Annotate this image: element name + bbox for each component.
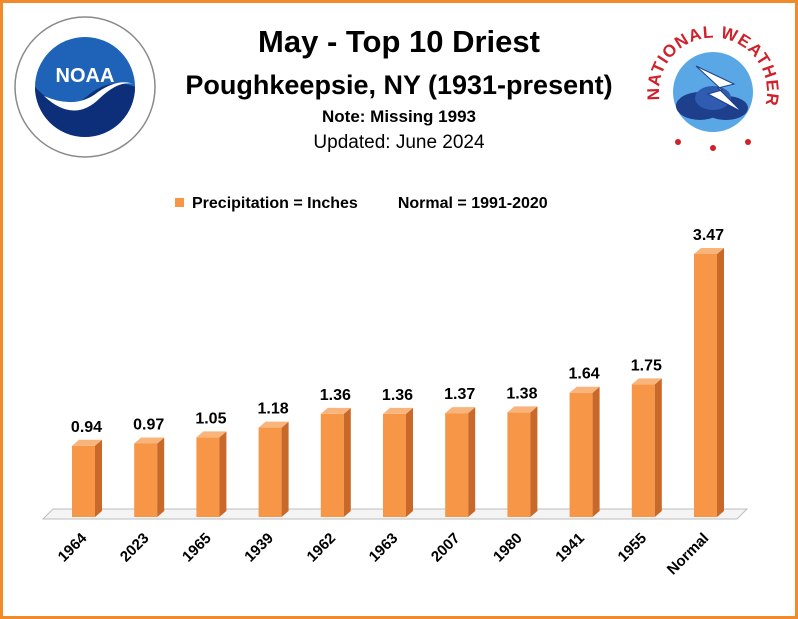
- x-tick-label-1980: 1980: [490, 530, 526, 566]
- bar-top-1965: [196, 431, 227, 438]
- x-tick-label-Normal: Normal: [664, 530, 713, 579]
- bar-side-1964: [95, 439, 102, 517]
- noaa-logo: NOAA: [14, 16, 156, 158]
- value-label-1939: 1.18: [258, 401, 289, 418]
- x-tick-label-2023: 2023: [117, 530, 153, 566]
- bar-1962: [320, 413, 344, 517]
- value-label-1963: 1.36: [382, 387, 413, 404]
- bar-top-1980: [507, 406, 538, 413]
- bar-side-2023: [157, 437, 165, 517]
- legend-normal-label: Normal = 1991-2020: [397, 195, 548, 212]
- x-tick-label-1962: 1962: [304, 530, 340, 566]
- bar-top-1955: [631, 378, 662, 385]
- bar-top-1963: [383, 407, 413, 414]
- bar-1965: [196, 437, 220, 517]
- bar-1939: [258, 427, 282, 517]
- x-tick-label-1941: 1941: [552, 530, 588, 566]
- bar-1941: [569, 392, 593, 517]
- x-tick-label-1964: 1964: [55, 529, 91, 565]
- value-label-1965: 1.05: [195, 410, 226, 427]
- bar-Normal: [694, 254, 717, 517]
- chart-note: Note: Missing 1993: [322, 107, 476, 126]
- value-label-1941: 1.64: [569, 366, 600, 383]
- x-tick-label-1963: 1963: [366, 530, 402, 566]
- value-label-1980: 1.38: [506, 385, 537, 402]
- bar-side-1965: [219, 431, 227, 517]
- bar-side-1941: [592, 386, 600, 517]
- bar-side-Normal: [717, 248, 724, 517]
- noaa-logo-text: NOAA: [56, 65, 115, 87]
- x-tick-label-1955: 1955: [615, 530, 651, 566]
- bar-top-1962: [320, 407, 351, 414]
- bar-1980: [507, 412, 531, 517]
- bar-1964: [72, 445, 95, 517]
- value-label-2023: 0.97: [133, 416, 164, 433]
- bar-side-1955: [654, 378, 662, 517]
- value-label-1955: 1.75: [631, 357, 662, 374]
- bar-1955: [631, 384, 655, 517]
- x-tick-label-2007: 2007: [428, 530, 464, 566]
- x-tick-label-1965: 1965: [179, 530, 215, 566]
- value-label-Normal: 3.47: [693, 227, 724, 244]
- value-label-1962: 1.36: [320, 387, 351, 404]
- nws-logo: NATIONAL WEATHER SERVICE: [638, 10, 781, 156]
- bar-top-Normal: [694, 248, 724, 254]
- value-label-1964: 0.94: [71, 419, 102, 436]
- legend-swatch: [175, 198, 184, 207]
- bar-side-1939: [281, 421, 289, 517]
- updated-text: Updated: June 2024: [313, 132, 485, 153]
- value-label-2007: 1.37: [444, 386, 475, 403]
- x-tick-label-1939: 1939: [241, 530, 277, 566]
- bar-top-2007: [445, 407, 476, 414]
- bar-top-1941: [569, 386, 600, 393]
- bar-1963: [383, 413, 406, 517]
- bar-side-1962: [343, 407, 351, 517]
- legend: Precipitation = Inches Normal = 1991-2020: [175, 195, 548, 213]
- bar-2007: [445, 413, 469, 517]
- bar-side-1963: [406, 407, 413, 517]
- chart-title: May - Top 10 Driest: [258, 24, 540, 59]
- bar-top-1939: [258, 421, 289, 428]
- bar-top-2023: [134, 437, 165, 444]
- bar-side-2007: [468, 407, 476, 517]
- bar-2023: [134, 443, 158, 517]
- legend-series-label: Precipitation = Inches: [192, 195, 358, 212]
- bar-side-1980: [530, 406, 538, 517]
- bar-top-1964: [72, 439, 102, 446]
- chart-subtitle: Poughkeepsie, NY (1931-present): [185, 70, 613, 100]
